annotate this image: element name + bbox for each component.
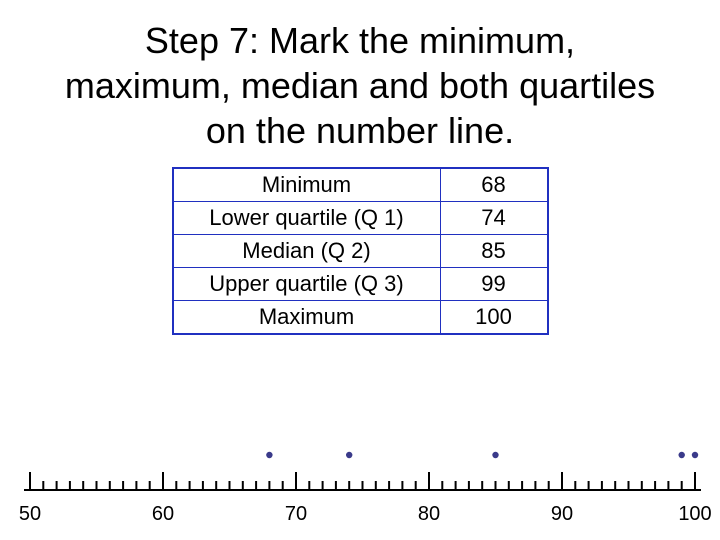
axis-label: 80 xyxy=(418,503,440,525)
table-row: Maximum100 xyxy=(173,301,548,335)
table-row: Upper quartile (Q 3)99 xyxy=(173,268,548,301)
stat-label: Maximum xyxy=(173,301,441,335)
data-point xyxy=(692,452,698,458)
stat-value: 99 xyxy=(440,268,548,301)
stat-label: Median (Q 2) xyxy=(173,235,441,268)
stat-value: 68 xyxy=(440,168,548,202)
data-point xyxy=(346,452,352,458)
stat-value: 100 xyxy=(440,301,548,335)
data-point xyxy=(266,452,272,458)
stat-label: Upper quartile (Q 3) xyxy=(173,268,441,301)
table-row: Median (Q 2)85 xyxy=(173,235,548,268)
axis-label: 100 xyxy=(678,503,711,525)
stat-label: Lower quartile (Q 1) xyxy=(173,202,441,235)
number-line: 50 60 70 80 90 100 xyxy=(0,435,720,530)
axis-label: 60 xyxy=(152,503,174,525)
table-row: Minimum68 xyxy=(173,168,548,202)
stat-value: 85 xyxy=(440,235,548,268)
data-point xyxy=(679,452,685,458)
stats-table: Minimum68Lower quartile (Q 1)74Median (Q… xyxy=(172,167,549,335)
title: Step 7: Mark the minimum, maximum, media… xyxy=(0,0,720,153)
axis-label: 90 xyxy=(551,503,573,525)
stat-label: Minimum xyxy=(173,168,441,202)
stat-value: 74 xyxy=(440,202,548,235)
data-point xyxy=(492,452,498,458)
axis-label: 50 xyxy=(19,503,41,525)
axis-label: 70 xyxy=(285,503,307,525)
table-row: Lower quartile (Q 1)74 xyxy=(173,202,548,235)
